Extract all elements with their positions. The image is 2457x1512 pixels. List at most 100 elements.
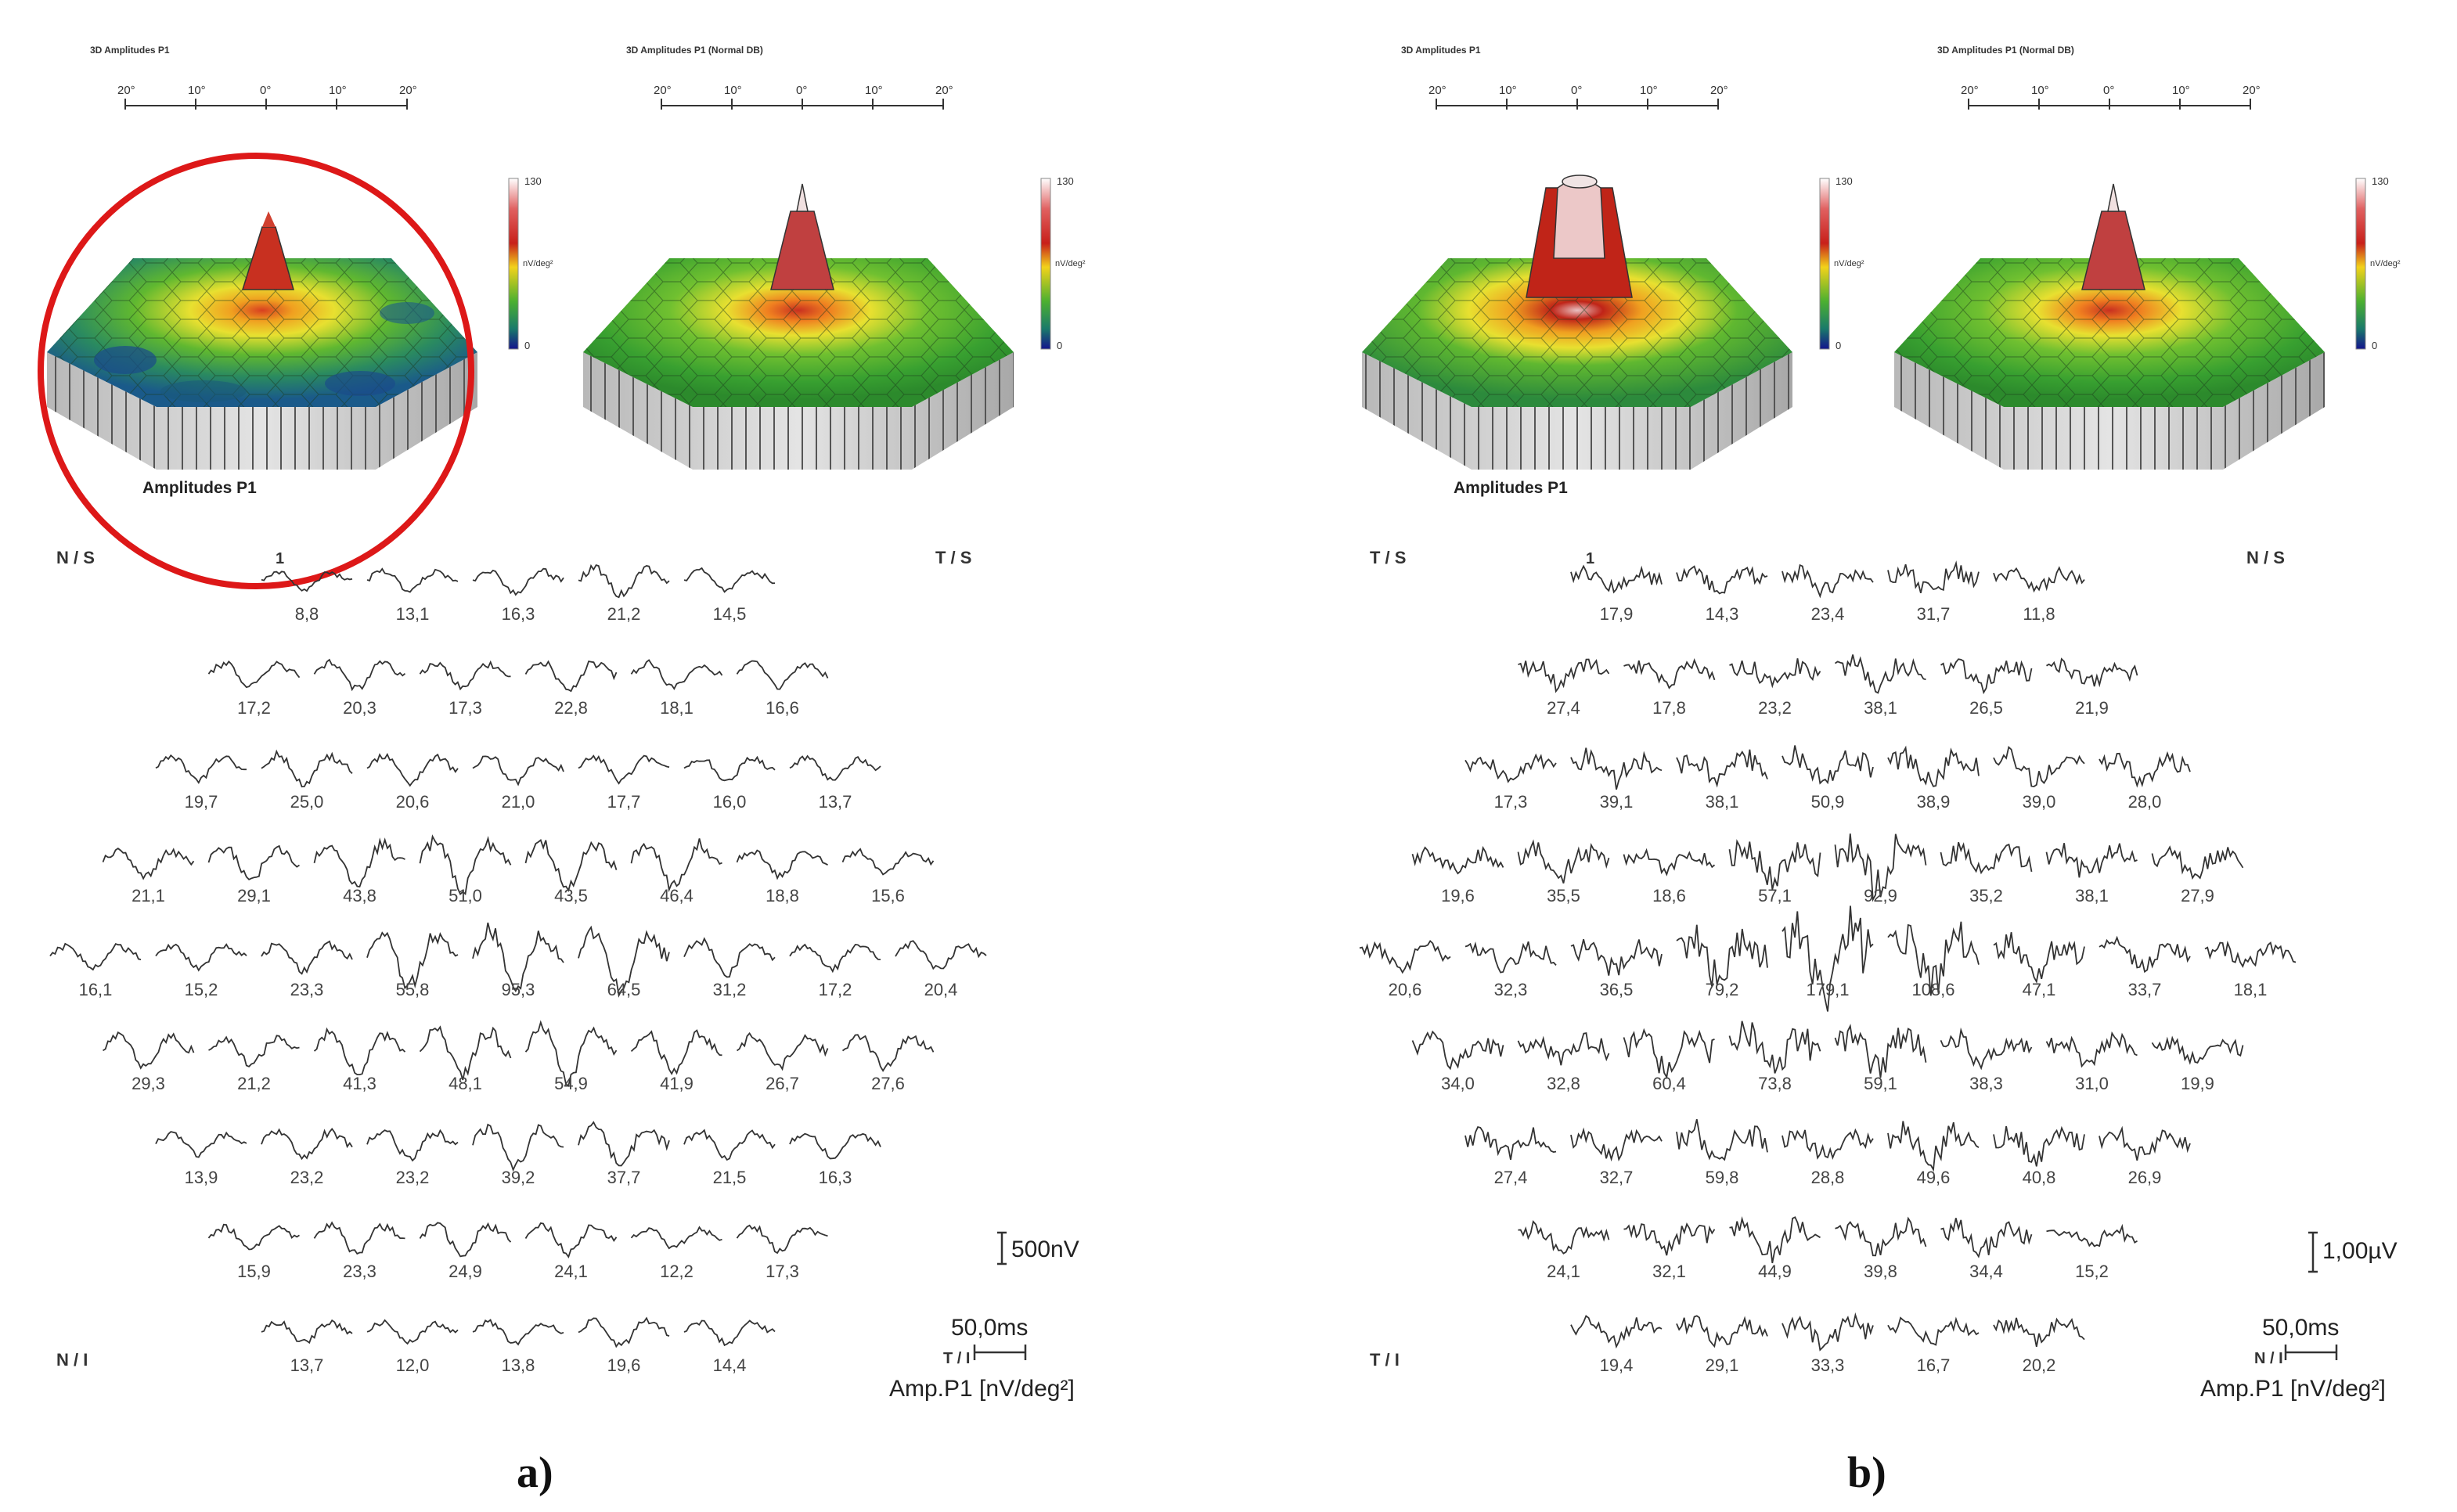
erg-trace	[524, 839, 618, 892]
amplitude-value: 13,7	[290, 1355, 324, 1375]
amplitude-value: 25,0	[290, 792, 324, 812]
erg-trace	[1518, 1219, 1610, 1255]
erg-trace	[736, 660, 829, 690]
amplitude-value: 54,9	[554, 1074, 588, 1093]
amplitude-value: 18,1	[2234, 980, 2268, 999]
erg-trace	[419, 1025, 512, 1081]
amplitude-value: 33,3	[1811, 1355, 1845, 1375]
color-legend-right: 130 nV/deg² 0	[1040, 175, 1086, 351]
erg-trace	[578, 1316, 670, 1348]
corner-label-top-right: N / S	[2246, 548, 2285, 567]
erg-trace	[1993, 932, 2085, 984]
amplitude-value: 16,0	[713, 792, 747, 812]
corner-label-bottom-left: T / I	[1370, 1350, 1400, 1370]
erg-trace	[313, 1027, 406, 1075]
legend-unit: nV/deg²	[1834, 259, 1864, 268]
erg-trace	[419, 834, 512, 895]
amplitude-value: 8,8	[295, 604, 319, 624]
erg-trace	[1464, 1126, 1557, 1161]
erg-trace	[683, 1319, 776, 1347]
tick-label: 10°	[724, 84, 742, 97]
erg-trace	[1940, 1027, 2033, 1071]
erg-trace	[578, 563, 670, 599]
amplitude-value: 23,2	[1758, 698, 1792, 718]
amplitude-value: 13,1	[396, 604, 430, 624]
erg-trace	[1887, 1316, 1980, 1346]
tick-label: 10°	[2172, 84, 2190, 97]
erg-trace	[1570, 1127, 1663, 1162]
amplitude-value: 14,5	[713, 604, 747, 624]
legend-min: 0	[2372, 340, 2377, 351]
amplitude-value: 28,0	[2128, 792, 2162, 812]
corner-label-top-right: T / S	[935, 548, 971, 567]
legend-unit: nV/deg²	[1055, 259, 1086, 268]
erg-trace	[155, 1131, 247, 1158]
erg-trace	[1993, 566, 2085, 593]
plot-title-left: 3D Amplitudes P1	[1401, 45, 1481, 56]
erg-trace	[895, 940, 987, 970]
erg-trace	[1782, 745, 1874, 785]
erg-trace	[683, 937, 776, 978]
amplitude-value: 79,2	[1706, 980, 1739, 999]
amplitude-value: 92,9	[1864, 886, 1897, 905]
tick-label: 10°	[329, 84, 347, 97]
erg-trace	[1623, 1028, 1715, 1080]
amplitude-value: 64,5	[607, 980, 641, 999]
axis-left: 20° 10° 0° 10° 20°	[117, 84, 417, 110]
tick-label: 0°	[796, 84, 807, 97]
amplitude-value: 46,4	[660, 886, 694, 905]
amplitude-value: 50,9	[1811, 792, 1845, 812]
erg-trace	[1782, 905, 1874, 1012]
erg-trace	[1570, 938, 1663, 976]
amplitude-value: 41,9	[660, 1074, 694, 1093]
scale-bar-a: 500nV 50,0ms T / I Amp.P1 [nV/deg²]	[889, 1231, 1079, 1402]
plot-title-right: 3D Amplitudes P1 (Normal DB)	[626, 45, 763, 56]
amplitude-value: 17,2	[819, 980, 852, 999]
scale-time: 50,0ms	[951, 1315, 1028, 1341]
amplitude-value: 43,5	[554, 886, 588, 905]
highlight-circle	[38, 153, 474, 589]
units-label: Amp.P1 [nV/deg²]	[2200, 1376, 2386, 1402]
erg-trace	[524, 1222, 618, 1258]
amplitude-value: 16,3	[502, 604, 535, 624]
amplitude-value: 37,7	[607, 1168, 641, 1187]
erg-trace	[1993, 1317, 2085, 1347]
amplitude-value: 21,2	[237, 1074, 271, 1093]
erg-trace	[578, 1121, 670, 1167]
erg-trace	[1728, 1021, 1821, 1074]
tick-label: 20°	[654, 84, 672, 97]
erg-trace	[208, 1035, 300, 1067]
erg-trace	[2204, 940, 2297, 968]
erg-trace	[2045, 1031, 2138, 1068]
amplitude-value: 26,7	[766, 1074, 799, 1093]
erg-trace	[366, 1129, 459, 1162]
erg-trace	[524, 1020, 618, 1087]
scale-time: 50,0ms	[2262, 1315, 2339, 1341]
color-legend-left: 130 nV/deg² 0	[508, 175, 553, 351]
erg-trace	[1729, 658, 1821, 689]
amplitude-value: 95,3	[502, 980, 535, 999]
erg-trace	[1887, 921, 1980, 996]
amplitude-value: 15,6	[871, 886, 905, 905]
tick-label: 10°	[1640, 84, 1658, 97]
plot-title-left: 3D Amplitudes P1	[90, 45, 170, 56]
erg-trace	[1782, 1312, 1874, 1352]
amplitude-value: 15,9	[237, 1262, 271, 1281]
tick-label: 10°	[865, 84, 883, 97]
scale-amp: 1,00µV	[2322, 1238, 2398, 1264]
legend-max: 130	[524, 175, 542, 187]
erg-trace	[2046, 657, 2138, 688]
amplitude-value: 179,1	[1806, 980, 1849, 999]
erg-trace	[1570, 564, 1663, 594]
amplitude-value: 16,3	[819, 1168, 852, 1187]
amplitude-3d-plot-left	[1362, 175, 1792, 470]
erg-trace	[472, 755, 564, 787]
amplitude-value: 23,3	[290, 980, 324, 999]
erg-trace	[1834, 833, 1927, 902]
amplitude-value: 21,2	[607, 604, 641, 624]
amplitude-value: 31,2	[713, 980, 747, 999]
tick-label: 10°	[188, 84, 206, 97]
erg-trace	[261, 749, 353, 788]
amplitude-value: 27,4	[1547, 698, 1580, 718]
amplitude-value: 13,7	[819, 792, 852, 812]
